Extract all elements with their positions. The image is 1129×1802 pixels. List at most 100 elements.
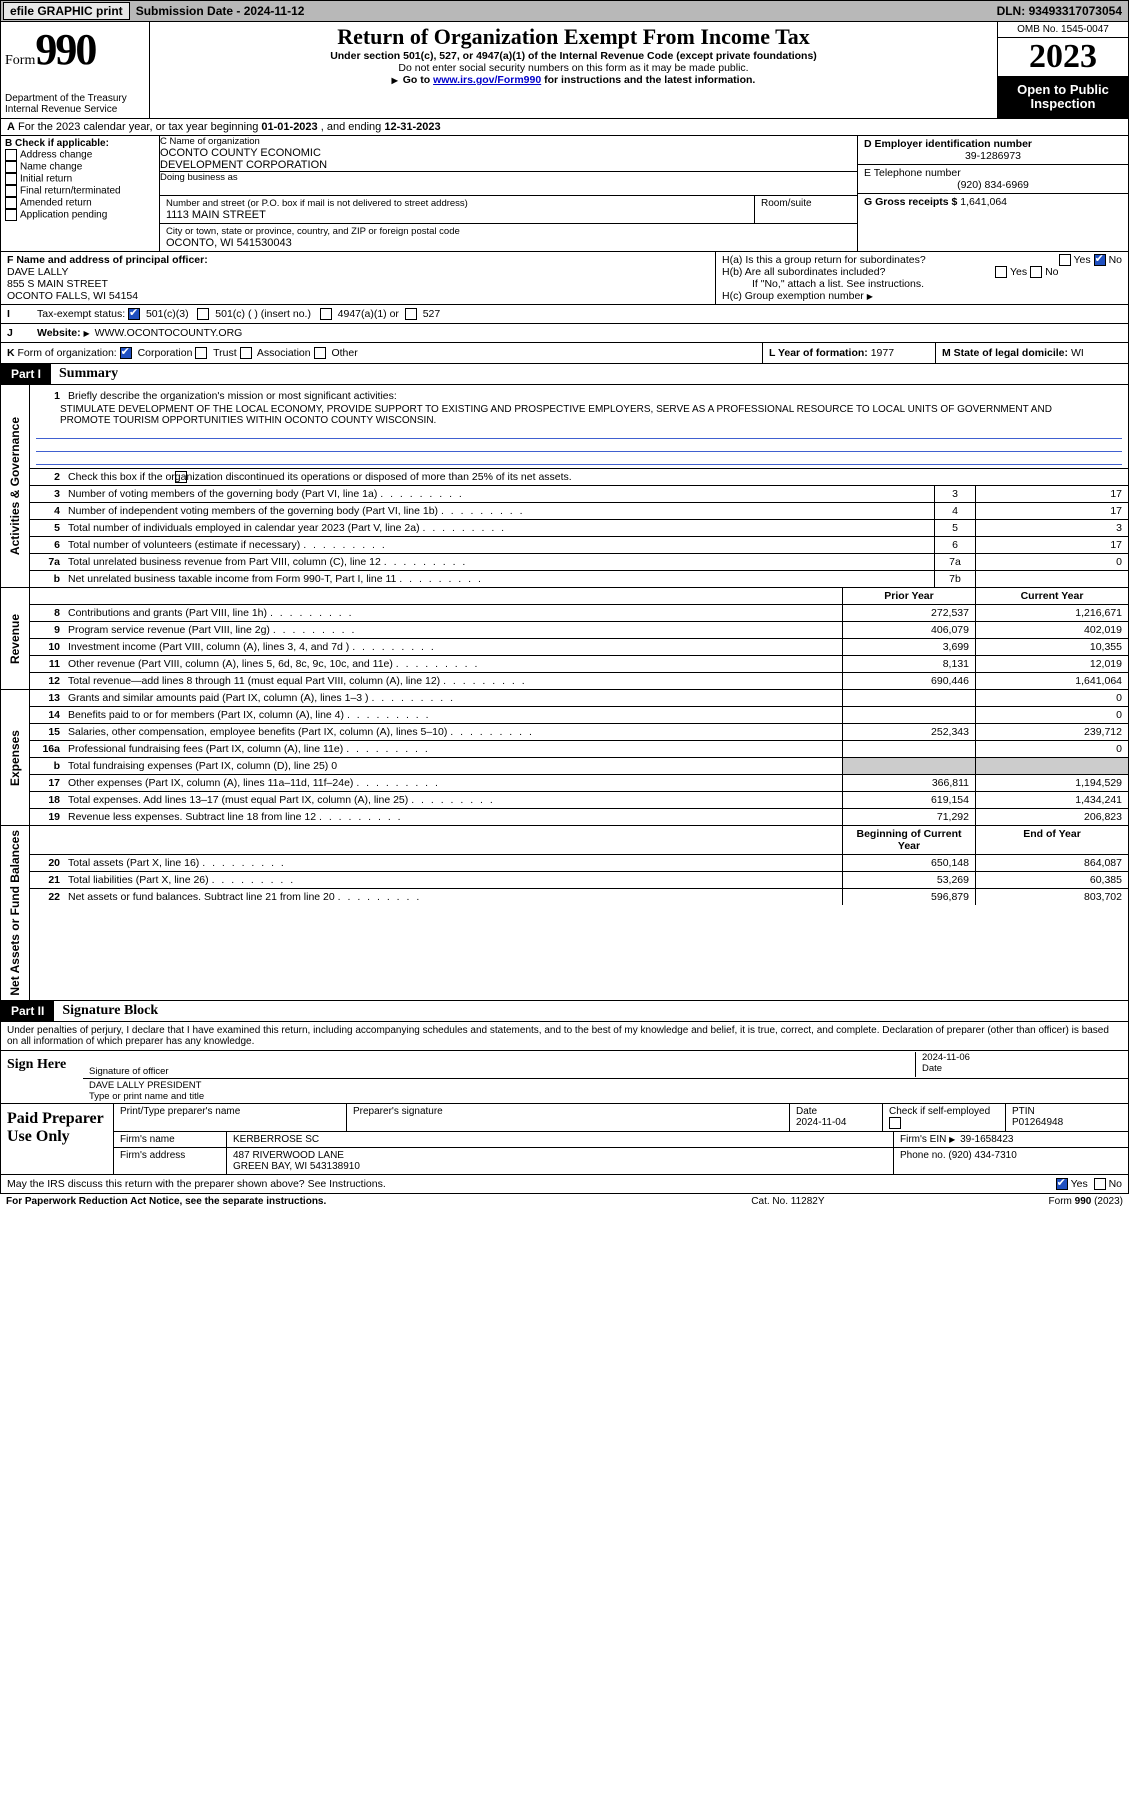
open-to-public: Open to Public Inspection [998,77,1128,118]
block-b-label: B Check if applicable: [5,138,109,149]
discuss-yes[interactable] [1056,1178,1068,1190]
line-19: 19Revenue less expenses. Subtract line 1… [30,809,1128,825]
tel-label: E Telephone number [864,167,1122,179]
part2-title: Signature Block [54,1001,1128,1021]
sig-name-label: Type or print name and title [89,1091,1122,1102]
cat-no: Cat. No. 11282Y [527,1196,1048,1207]
row-j-text: Website: [37,327,81,339]
line-21: 21Total liabilities (Part X, line 26) 53… [30,872,1128,889]
check-corp[interactable] [120,347,132,359]
check-other[interactable] [314,347,326,359]
hb-yes[interactable] [995,266,1007,278]
opt-4947: 4947(a)(1) or [338,308,399,320]
tel-cell: E Telephone number (920) 834-6969 [858,165,1128,194]
sign-here-block: Sign Here Signature of officer 2024-11-0… [0,1051,1129,1104]
tax-year-end: 12-31-2023 [384,121,440,133]
firm-ein: 39-1658423 [960,1134,1013,1145]
check-app-pending[interactable] [5,209,17,221]
opt-corp: Corporation [138,347,193,359]
check-trust[interactable] [195,347,207,359]
check-4947[interactable] [320,308,332,320]
check-address-change[interactable] [5,149,17,161]
opt-address-change: Address change [20,149,92,160]
ein-value: 39-1286973 [864,150,1122,162]
row-k-label: K [7,347,15,359]
submission-date-prefix: Submission Date - [136,4,244,18]
check-final-return[interactable] [5,185,17,197]
discuss-yes-lbl: Yes [1071,1178,1088,1190]
dba-label: Doing business as [160,172,857,183]
line-12: 12Total revenue—add lines 8 through 11 (… [30,673,1128,689]
check-501c3[interactable] [128,308,140,320]
perjury-text: Under penalties of perjury, I declare th… [0,1022,1129,1051]
form-title: Return of Organization Exempt From Incom… [156,24,991,50]
instructions-link[interactable]: www.irs.gov/Form990 [433,74,541,86]
check-501c[interactable] [197,308,209,320]
side-label-ag: Activities & Governance [6,413,24,559]
col-b-checkboxes: B Check if applicable: Address change Na… [1,136,160,251]
website-url: WWW.OCONTOCOUNTY.ORG [95,327,243,339]
dln-prefix: DLN: [997,4,1029,18]
mission-line-2 [36,439,1122,452]
opt-initial-return: Initial return [20,173,72,184]
efile-print-button[interactable]: efile GRAPHIC print [3,2,130,20]
omb-number: OMB No. 1545-0047 [998,22,1128,38]
hb-text: H(b) Are all subordinates included? [722,266,885,278]
opt-527: 527 [423,308,441,320]
hdr-current-year: Current Year [975,588,1128,604]
sig-date: 2024-11-06 [922,1052,1122,1063]
line-11: 11Other revenue (Part VIII, column (A), … [30,656,1128,673]
check-discontinued[interactable] [175,471,187,483]
header-sub3-a: Go to [403,74,433,86]
check-name-change[interactable] [5,161,17,173]
check-amended[interactable] [5,197,17,209]
officer-addr1: 855 S MAIN STREET [7,278,108,290]
ha-no[interactable] [1094,254,1106,266]
gross-cell: G Gross receipts $ 1,641,064 [858,194,1128,210]
discuss-no-lbl: No [1109,1178,1122,1190]
opt-assoc: Association [257,347,311,359]
mission-line-1 [36,426,1122,439]
officer-label: F Name and address of principal officer: [7,254,208,266]
ha-yes[interactable] [1059,254,1071,266]
row-a-tax-year: A For the 2023 calendar year, or tax yea… [0,119,1129,136]
org-name-box: C Name of organization OCONTO COUNTY ECO… [160,136,857,172]
check-initial-return[interactable] [5,173,17,185]
header-sub1: Under section 501(c), 527, or 4947(a)(1)… [156,50,991,62]
dept-irs: Internal Revenue Service [5,104,145,115]
sig-name: DAVE LALLY PRESIDENT [89,1080,1122,1091]
section-ag: Activities & Governance 1Briefly describ… [0,385,1129,588]
side-label-exp: Expenses [6,726,24,790]
row-i-label: I [1,305,31,323]
line-9: 9Program service revenue (Part VIII, lin… [30,622,1128,639]
row-k-text: Form of organization: [18,347,117,359]
row-k-form-org: K Form of organization: Corporation Trus… [0,343,1129,364]
header-left: Form990 Department of the Treasury Inter… [1,22,150,118]
row-a-text-b: , and ending [321,121,385,133]
line-3: 3Number of voting members of the governi… [30,486,1128,503]
line-10: 10Investment income (Part VIII, column (… [30,639,1128,656]
opt-501c: 501(c) ( ) (insert no.) [215,308,311,320]
domicile-label: M State of legal domicile: [942,347,1071,359]
discuss-text: May the IRS discuss this return with the… [7,1178,386,1190]
row-a-text-a: For the 2023 calendar year, or tax year … [18,121,261,133]
hb-no[interactable] [1030,266,1042,278]
check-self-employed[interactable] [889,1117,901,1129]
check-assoc[interactable] [240,347,252,359]
line-b: bTotal fundraising expenses (Part IX, co… [30,758,1128,775]
firm-addr1: 487 RIVERWOOD LANE [233,1150,344,1161]
hdr-end: End of Year [975,826,1128,854]
org-name-label: C Name of organization [160,136,857,147]
top-toolbar: efile GRAPHIC print Submission Date - 20… [0,0,1129,22]
sig-officer-label: Signature of officer [89,1066,915,1077]
prep-date-label: Date [796,1106,817,1117]
discuss-no[interactable] [1094,1178,1106,1190]
tax-year: 2023 [998,38,1128,77]
city-value: OCONTO, WI 541530043 [166,237,851,249]
street-address: 1113 MAIN STREET [166,209,748,221]
line-8: 8Contributions and grants (Part VIII, li… [30,605,1128,622]
section-net-assets: Net Assets or Fund Balances Beginning of… [0,826,1129,1001]
check-527[interactable] [405,308,417,320]
line-18: 18Total expenses. Add lines 13–17 (must … [30,792,1128,809]
sig-date-label: Date [922,1063,1122,1074]
